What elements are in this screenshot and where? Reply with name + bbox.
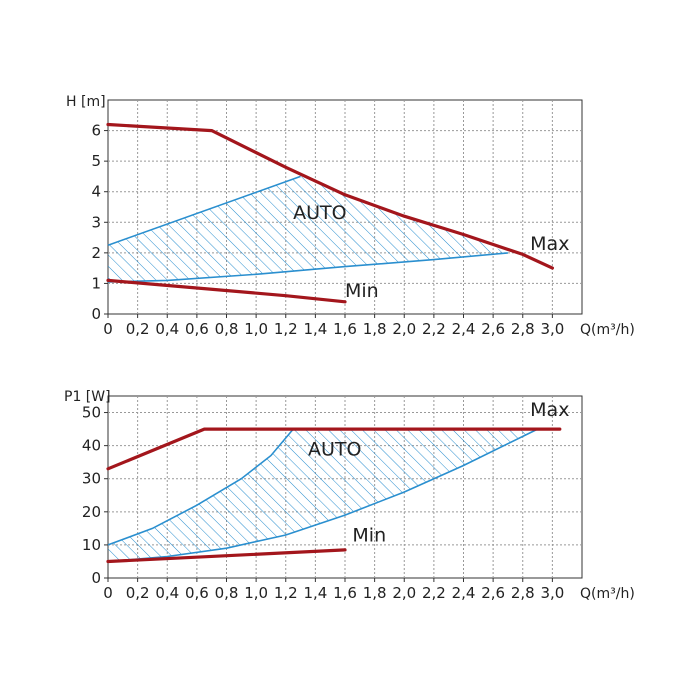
power-x-tick-label: 0,6: [185, 584, 209, 602]
head-y-tick-label: 4: [91, 183, 101, 201]
head-x-axis-label: Q(m³/h): [580, 322, 635, 338]
head-x-tick-label: 0,2: [126, 320, 150, 338]
head-y-tick-label: 1: [91, 274, 101, 292]
head-x-tick-label: 1,2: [274, 320, 298, 338]
head-auto-region: [107, 175, 508, 283]
power-auto-lower-boundary: [107, 428, 538, 563]
power-x-tick-label: 0: [103, 584, 113, 602]
power-auto-region: [107, 428, 538, 563]
power-x-tick-label: 2,4: [452, 584, 476, 602]
head-label-min: Min: [345, 280, 379, 302]
power-x-tick-label: 1,6: [333, 584, 357, 602]
head-y-tick-label: 6: [91, 122, 101, 140]
power-lines: [106, 427, 562, 564]
head-y-axis-label: H [m]: [66, 94, 106, 110]
power-x-tick-label: 1,8: [363, 584, 387, 602]
head-label-auto: AUTO: [293, 202, 346, 224]
power-x-tick-label: 0,4: [155, 584, 179, 602]
power-x-ticks: 0 0,2 0,4 0,6 0,8 1,0 1,2 1,4 1,6 1,8 2,0 2,2 2,4 2,6…: [103, 578, 564, 602]
head-x-ticks: 0 0,2 0,4 0,6 0,8 1,0 1,2 1,4 1,6 1,8 2,0 2,2 2,4 2,6…: [103, 314, 564, 338]
head-auto-lower-boundary: [107, 252, 508, 283]
head-x-tick-label: 2,8: [511, 320, 535, 338]
power-auto-hatch: [108, 429, 538, 562]
head-x-tick-label: 2,4: [452, 320, 476, 338]
head-x-tick-label: 1,0: [244, 320, 268, 338]
power-y-tick-label: 0: [91, 569, 101, 587]
power-x-tick-label: 3,0: [540, 584, 564, 602]
power-y-tick-label: 50: [82, 404, 101, 422]
power-x-tick-label: 2,6: [481, 584, 505, 602]
power-chart: 0 0,2 0,4 0,6 0,8 1,0 1,2 1,4 1,6 1,8 2,0 2,2 2,4 2,6…: [64, 389, 635, 602]
power-y-tick-label: 40: [82, 437, 101, 455]
power-label-min: Min: [352, 525, 386, 547]
head-y-tick-label: 2: [91, 244, 101, 262]
head-x-tick-label: 0,8: [215, 320, 239, 338]
power-x-tick-label: 2,0: [392, 584, 416, 602]
power-label-auto: AUTO: [308, 439, 361, 461]
head-x-tick-label: 0: [103, 320, 113, 338]
power-x-tick-label: 0,2: [126, 584, 150, 602]
head-max-curve: [106, 122, 555, 270]
power-annotations: AUTO Max Min: [308, 399, 569, 547]
head-y-tick-label: 3: [91, 213, 101, 231]
power-auto-upper-boundary: [107, 428, 294, 546]
head-x-tick-label: 1,4: [303, 320, 327, 338]
power-x-tick-label: 2,2: [422, 584, 446, 602]
head-y-ticks: 0 1 2 3 4 5 6: [91, 122, 108, 323]
head-x-tick-label: 2,2: [422, 320, 446, 338]
power-y-ticks: 0 10 20 30 40 50: [82, 404, 108, 587]
head-annotations: AUTO Max Min: [293, 202, 569, 302]
power-x-tick-label: 1,0: [244, 584, 268, 602]
head-min-curve: [106, 278, 347, 304]
head-y-tick-label: 5: [91, 152, 101, 170]
head-y-tick-label: 0: [91, 305, 101, 323]
power-y-tick-label: 20: [82, 503, 101, 521]
head-label-max: Max: [530, 233, 569, 255]
head-x-tick-label: 1,6: [333, 320, 357, 338]
power-max-curve: [106, 427, 562, 471]
power-y-axis-label: P1 [W]: [64, 389, 111, 405]
power-x-tick-label: 1,2: [274, 584, 298, 602]
head-auto-upper-boundary: [107, 175, 301, 246]
power-label-max: Max: [530, 399, 569, 421]
power-x-axis-label: Q(m³/h): [580, 586, 635, 602]
power-x-tick-label: 2,8: [511, 584, 535, 602]
head-x-tick-label: 3,0: [540, 320, 564, 338]
head-x-tick-label: 0,6: [185, 320, 209, 338]
power-x-tick-label: 1,4: [303, 584, 327, 602]
head-chart: 0 0,2 0,4 0,6 0,8 1,0 1,2 1,4 1,6 1,8 2,0 2,2 2,4 2,6…: [66, 94, 635, 338]
power-y-tick-label: 10: [82, 536, 101, 554]
power-y-tick-label: 30: [82, 470, 101, 488]
head-x-tick-label: 2,0: [392, 320, 416, 338]
power-x-tick-label: 0,8: [215, 584, 239, 602]
head-x-tick-label: 2,6: [481, 320, 505, 338]
head-x-tick-label: 1,8: [363, 320, 387, 338]
head-x-tick-label: 0,4: [155, 320, 179, 338]
head-lines: [106, 122, 555, 304]
head-auto-hatch: [108, 176, 508, 282]
power-min-curve: [106, 548, 347, 564]
